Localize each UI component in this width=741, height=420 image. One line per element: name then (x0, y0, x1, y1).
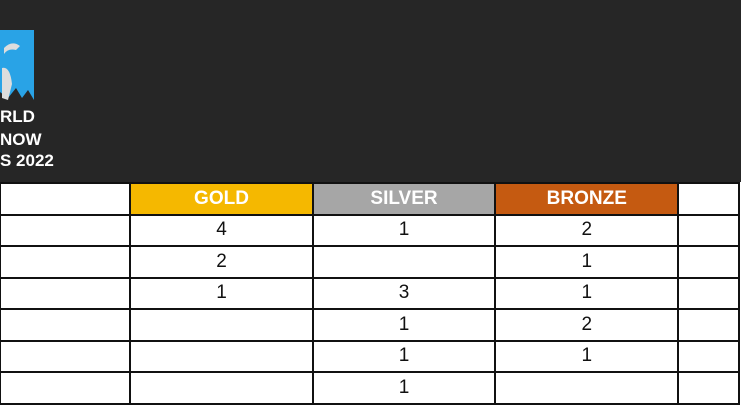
cell-gold: 1 (129, 276, 314, 310)
cell-bronze: 2 (494, 213, 680, 247)
header-row: GOLD SILVER BRONZE (0, 182, 740, 216)
cell-total (677, 308, 740, 342)
cell-silver: 3 (311, 276, 497, 310)
cell-total (677, 371, 740, 405)
cell-silver: 1 (311, 371, 497, 405)
cell-total (677, 339, 740, 373)
cell-gold (129, 371, 314, 405)
cell-gold: 4 (129, 213, 314, 247)
cell-silver (311, 245, 497, 279)
logo-text-3: S 2022 (0, 151, 54, 170)
cell-bronze: 2 (494, 308, 680, 342)
cell-silver: 1 (311, 213, 497, 247)
cell-country (0, 339, 132, 373)
cell-silver: 1 (311, 339, 497, 373)
cell-bronze: 1 (494, 276, 680, 310)
header-gold: GOLD (129, 182, 314, 216)
header-bronze: BRONZE (494, 182, 680, 216)
cell-gold (129, 339, 314, 373)
logo-text-2: NOW (0, 130, 42, 149)
cell-total (677, 245, 740, 279)
header-banner (0, 0, 741, 182)
cell-bronze (494, 371, 680, 405)
table-row: 1 (0, 371, 740, 405)
header-silver: SILVER (311, 182, 497, 216)
cell-silver: 1 (311, 308, 497, 342)
cell-bronze: 1 (494, 245, 680, 279)
event-logo (0, 30, 34, 100)
cell-country (0, 308, 132, 342)
cell-country (0, 245, 132, 279)
cell-bronze: 1 (494, 339, 680, 373)
cell-country (0, 371, 132, 405)
logo-text-1: RLD (0, 107, 35, 126)
cell-total (677, 213, 740, 247)
header-total (677, 182, 740, 216)
cell-gold (129, 308, 314, 342)
cell-total (677, 276, 740, 310)
cell-country (0, 213, 132, 247)
cell-country (0, 276, 132, 310)
header-country (0, 182, 132, 216)
cell-gold: 2 (129, 245, 314, 279)
